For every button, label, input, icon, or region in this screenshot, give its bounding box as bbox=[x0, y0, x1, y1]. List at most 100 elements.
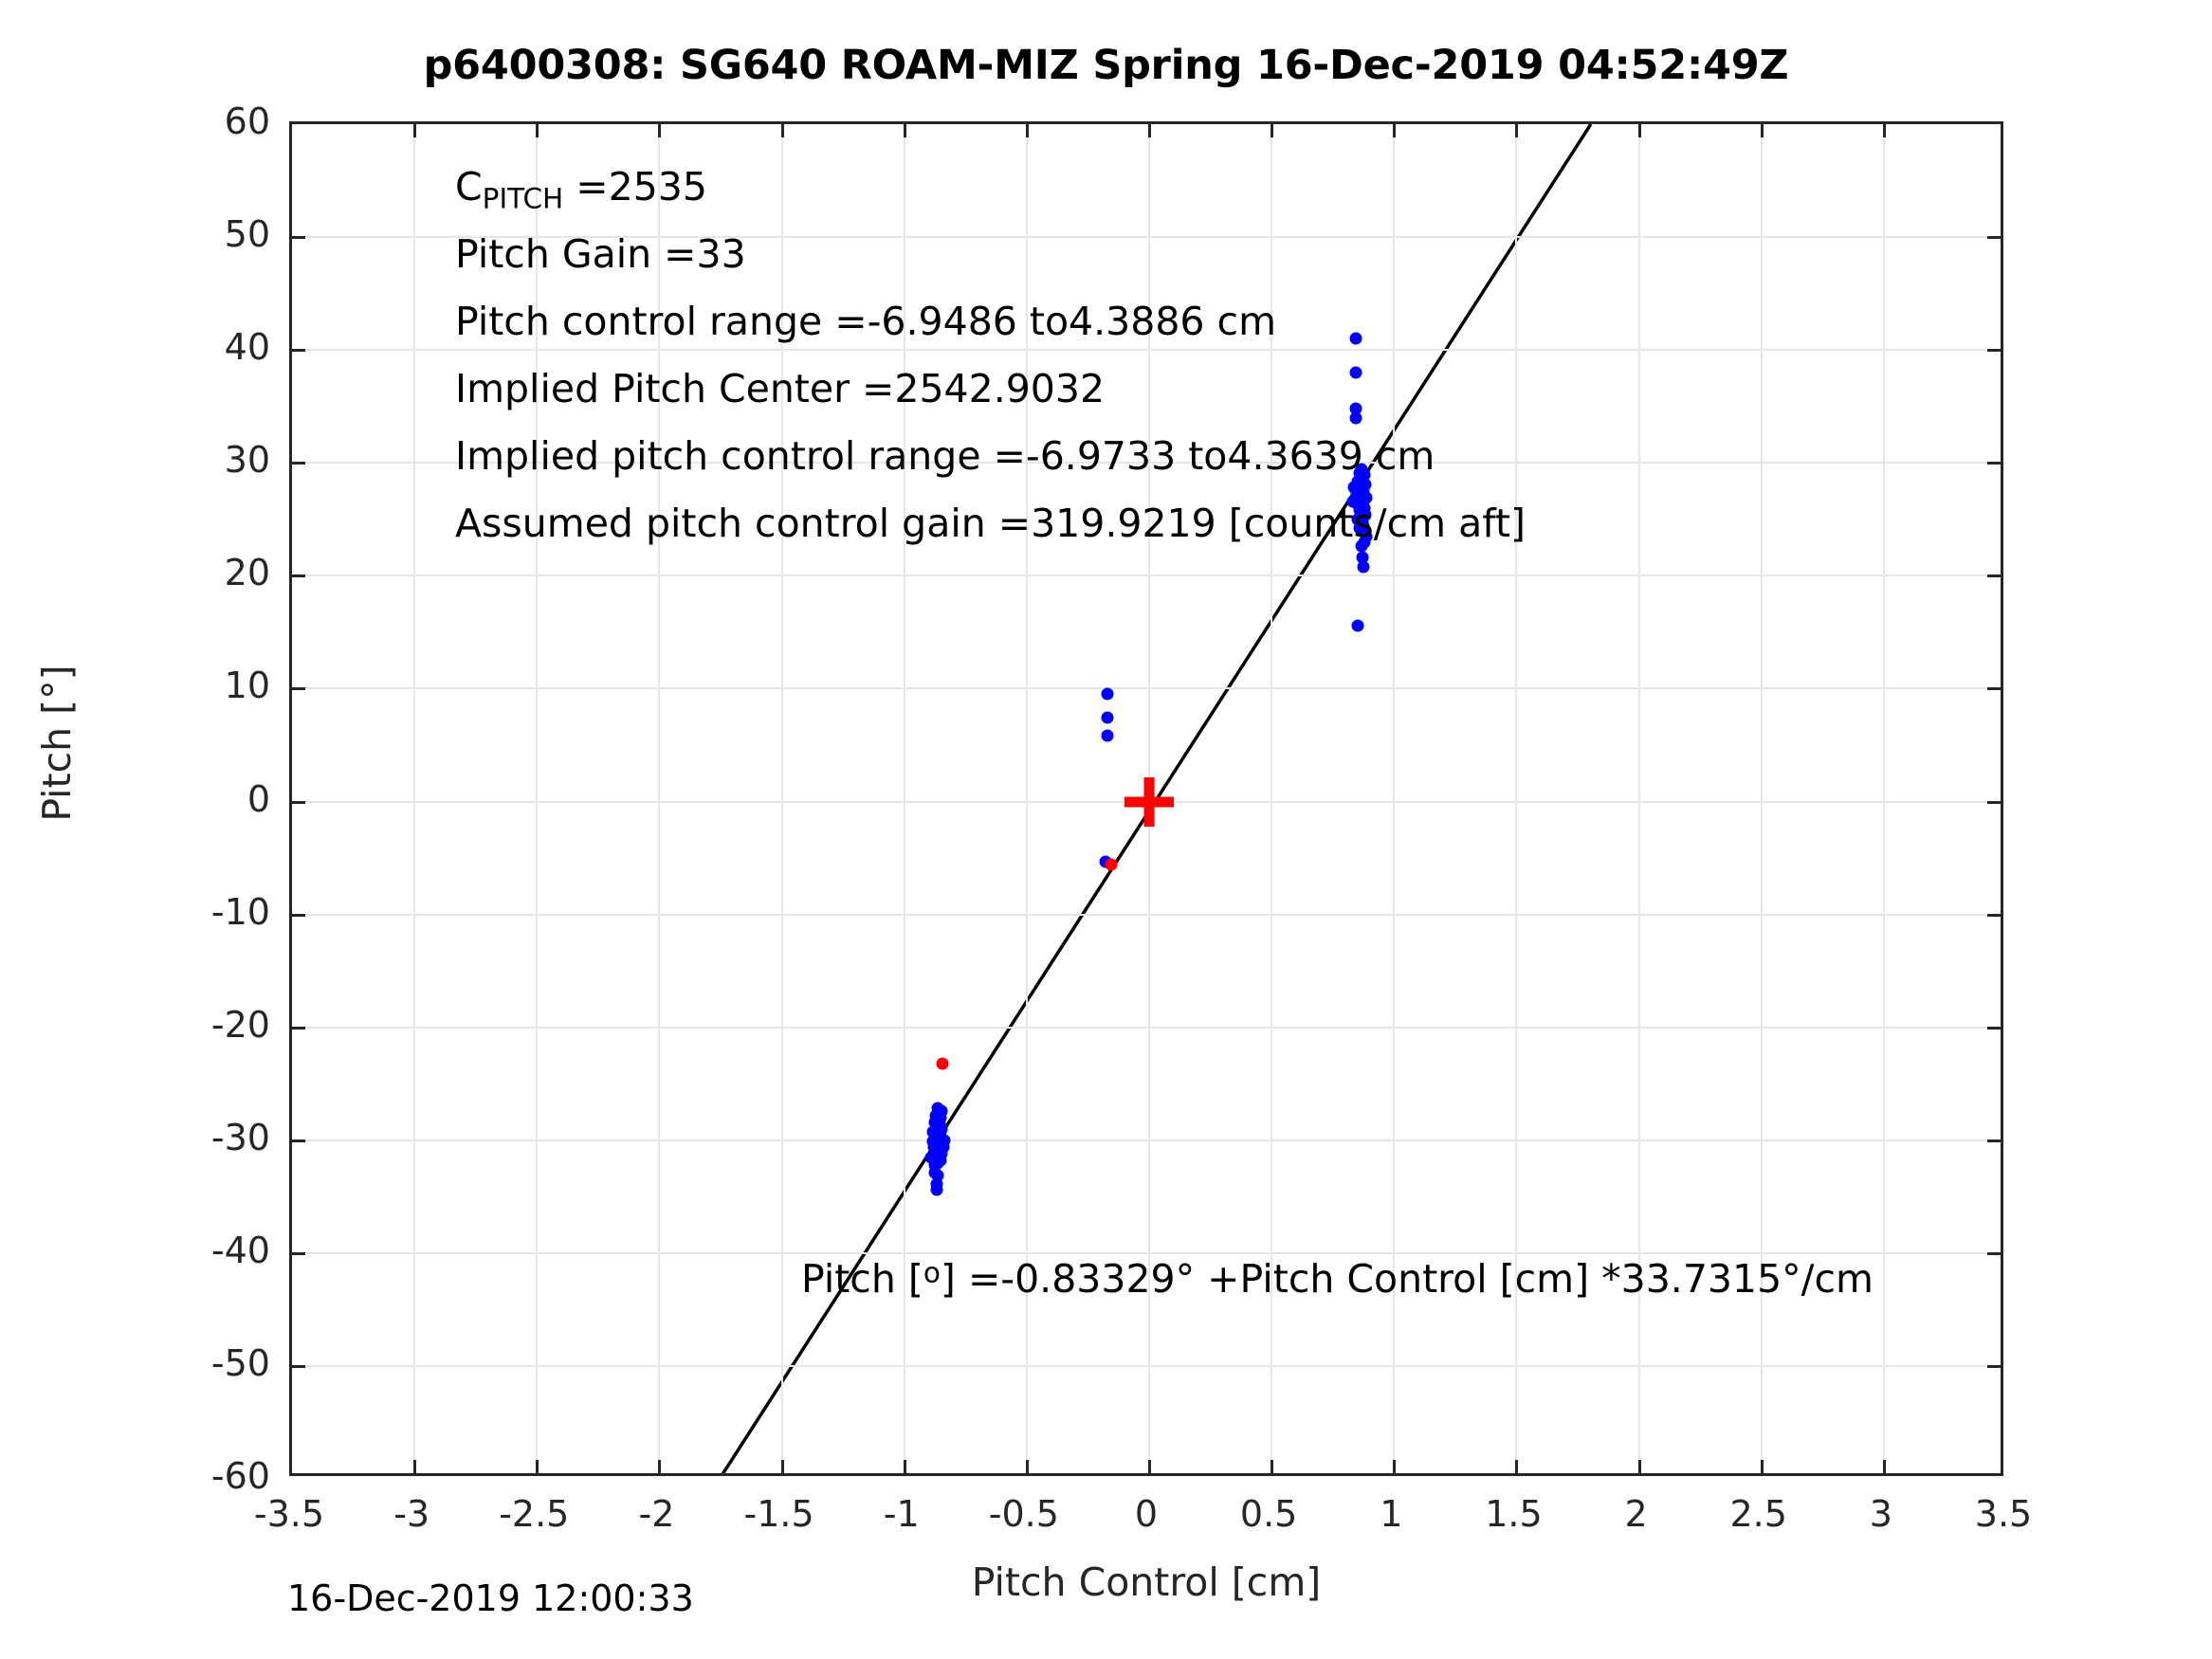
y-axis-tick bbox=[1987, 913, 2001, 917]
gridline-vertical bbox=[1393, 124, 1396, 1473]
plot-area bbox=[289, 121, 2003, 1476]
y-tick-label: -60 bbox=[210, 1455, 270, 1497]
gridline-vertical bbox=[1025, 124, 1028, 1473]
x-axis-tick bbox=[536, 124, 539, 137]
gridline-horizontal bbox=[292, 687, 2001, 690]
y-axis-label: Pitch [°] bbox=[34, 665, 80, 822]
data-point bbox=[937, 1140, 950, 1154]
x-tick-label: 3 bbox=[1869, 1493, 1892, 1535]
gridline-vertical bbox=[1271, 124, 1273, 1473]
degree-superscript: o bbox=[923, 1256, 941, 1289]
x-axis-tick bbox=[1025, 124, 1029, 137]
x-tick-label: -0.5 bbox=[988, 1493, 1059, 1535]
y-axis-tick bbox=[292, 687, 305, 691]
y-axis-tick bbox=[292, 1364, 305, 1368]
x-axis-tick bbox=[903, 1460, 906, 1473]
x-axis-tick bbox=[1148, 1460, 1151, 1473]
y-tick-label: 10 bbox=[224, 665, 270, 707]
gridline-horizontal bbox=[292, 574, 2001, 577]
gridline-horizontal bbox=[292, 913, 2001, 916]
c-pitch-symbol: C bbox=[455, 164, 483, 210]
x-axis-tick bbox=[1515, 1460, 1519, 1473]
gridline-horizontal bbox=[292, 1251, 2001, 1254]
chart-title: p6400308: SG640 ROAM-MIZ Spring 16-Dec-2… bbox=[423, 42, 1789, 89]
data-point bbox=[926, 1135, 940, 1148]
gridline-horizontal bbox=[292, 1026, 2001, 1029]
x-axis-tick bbox=[658, 1460, 662, 1473]
y-tick-label: -10 bbox=[210, 890, 270, 933]
x-tick-label: 0.5 bbox=[1239, 1493, 1298, 1535]
y-tick-label: -30 bbox=[210, 1116, 270, 1158]
x-tick-label: 2 bbox=[1624, 1493, 1648, 1535]
equation-prefix: Pitch [ bbox=[801, 1256, 923, 1302]
y-tick-label: -20 bbox=[210, 1003, 270, 1046]
y-axis-tick bbox=[292, 1139, 305, 1142]
x-axis-tick bbox=[1148, 124, 1151, 137]
data-point bbox=[1351, 619, 1364, 632]
c-pitch-subscript: PITCH bbox=[482, 182, 564, 215]
y-axis-tick bbox=[1987, 236, 2001, 240]
gridline-vertical bbox=[413, 124, 416, 1473]
data-point bbox=[1355, 539, 1368, 553]
y-axis-tick bbox=[1987, 800, 2001, 804]
y-axis-tick bbox=[292, 236, 305, 240]
x-tick-label: 3.5 bbox=[1974, 1493, 2033, 1535]
y-axis-tick bbox=[1987, 462, 2001, 465]
y-axis-tick bbox=[292, 1026, 305, 1030]
data-point bbox=[1349, 411, 1362, 425]
annotation-pitch-control-range: Pitch control range =-6.9486 to4.3886 cm bbox=[455, 299, 1277, 344]
y-axis-tick bbox=[1987, 1364, 2001, 1368]
x-axis-tick bbox=[780, 1460, 784, 1473]
gridline-vertical bbox=[1760, 124, 1763, 1473]
annotation-c-pitch: CPITCH =2535 bbox=[455, 154, 1526, 221]
x-axis-tick bbox=[413, 124, 417, 137]
data-point bbox=[1349, 366, 1362, 379]
y-axis-tick bbox=[292, 574, 305, 578]
x-axis-tick bbox=[1637, 124, 1641, 137]
y-tick-label: -40 bbox=[210, 1229, 270, 1271]
y-axis-tick bbox=[292, 349, 305, 353]
data-point bbox=[936, 1057, 949, 1070]
data-point bbox=[1101, 687, 1114, 701]
footer-timestamp: 16-Dec-2019 12:00:33 bbox=[287, 1577, 694, 1619]
y-tick-label: 50 bbox=[224, 213, 270, 256]
x-axis-tick bbox=[1515, 124, 1519, 137]
gridline-vertical bbox=[1637, 124, 1640, 1473]
y-tick-label: 0 bbox=[247, 777, 270, 820]
x-axis-tick bbox=[1760, 1460, 1764, 1473]
y-axis-tick bbox=[1987, 1139, 2001, 1142]
y-tick-label: 30 bbox=[224, 439, 270, 482]
annotation-pitch-gain: Pitch Gain =33 bbox=[455, 231, 746, 277]
data-point bbox=[1349, 332, 1362, 345]
gridline-horizontal bbox=[292, 1364, 2001, 1367]
data-point bbox=[1346, 495, 1360, 508]
y-axis-tick bbox=[292, 800, 305, 804]
y-axis-tick bbox=[292, 913, 305, 917]
x-axis-tick bbox=[1882, 124, 1886, 137]
x-tick-label: 1.5 bbox=[1485, 1493, 1543, 1535]
x-axis-tick bbox=[413, 1460, 417, 1473]
x-axis-tick bbox=[1393, 124, 1397, 137]
gridline-vertical bbox=[1515, 124, 1518, 1473]
gridline-vertical bbox=[658, 124, 661, 1473]
x-tick-label: -3 bbox=[393, 1493, 430, 1535]
y-axis-tick bbox=[292, 462, 305, 465]
x-tick-label: -2 bbox=[638, 1493, 675, 1535]
y-tick-label: -50 bbox=[210, 1341, 270, 1384]
gridline-horizontal bbox=[292, 236, 2001, 239]
x-tick-label: 1 bbox=[1380, 1493, 1403, 1535]
parameter-annotations: CPITCH =2535 Pitch Gain =33 Pitch contro… bbox=[455, 154, 1526, 557]
fit-equation-annotation: Pitch [o] =-0.83329° +Pitch Control [cm]… bbox=[801, 1256, 1874, 1302]
data-point bbox=[1105, 858, 1118, 871]
x-tick-label: -3.5 bbox=[253, 1493, 325, 1535]
data-point bbox=[926, 1125, 940, 1139]
x-axis-tick bbox=[1271, 1460, 1274, 1473]
x-axis-tick bbox=[1882, 1460, 1886, 1473]
x-axis-tick bbox=[1393, 1460, 1397, 1473]
x-axis-tick bbox=[780, 124, 784, 137]
x-axis-tick bbox=[1271, 124, 1274, 137]
data-point bbox=[930, 1183, 943, 1196]
y-tick-label: 20 bbox=[224, 552, 270, 594]
x-axis-tick bbox=[658, 124, 662, 137]
